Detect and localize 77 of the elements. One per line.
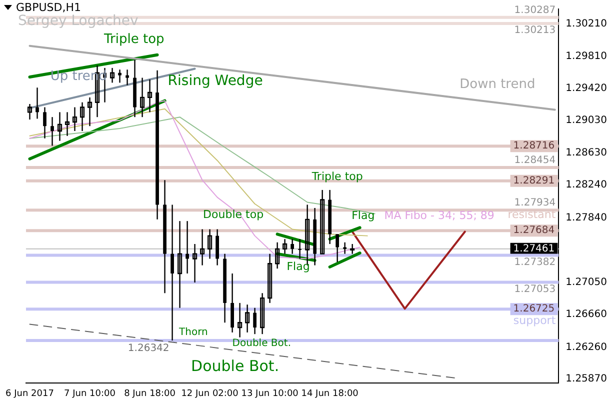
annotation: Down trend [460,77,536,92]
x-tick-label: 7 Jun 10:00 [64,388,116,399]
candlestick [216,228,219,266]
y-tick-label: 1.26260 [566,342,608,353]
candlestick [208,228,212,260]
y-tick-label: 1.28240 [566,180,608,191]
candlestick [50,116,54,146]
ref-line-label: 1.27053 [514,284,556,295]
ref-line-label: 1.27382 [514,256,556,268]
y-tick-label: 1.30210 [566,18,608,30]
y-tick-label: 1.27050 [566,277,608,288]
candlestick [320,189,325,254]
ref-line-label: 1.27934 [514,198,556,209]
ref-line-label: 1.27684 [513,225,555,236]
annotation: support [513,314,556,327]
candlestick [192,243,198,284]
candlestick [27,103,32,120]
candlestick [64,112,70,137]
candlestick [200,228,205,266]
candlestick [72,106,78,132]
annotation: Rising Wedge [168,73,263,89]
candlestick [253,307,256,335]
ref-line-label: 1.28291 [513,175,555,186]
annotation: Triple top [103,32,164,47]
candlestick [147,78,152,113]
y-tick-label: 1.29030 [566,114,608,126]
candlestick [57,112,62,142]
candlestick [282,238,288,254]
candlestick [36,87,39,120]
candlestick [170,204,174,342]
x-tick-label: 8 Jun 18:00 [124,388,176,399]
ref-line-label: 1.28454 [514,155,556,166]
chart-subtitle: Sergey Logachev [18,13,138,29]
y-tick-label: 1.29420 [566,83,608,94]
y-tick-label: 1.25870 [566,374,608,385]
annotation: Flag [286,260,310,273]
candlestick [238,302,242,338]
y-tick-label: 1.26660 [566,309,608,320]
x-tick-label: 13 Jun 10:00 [241,388,299,399]
candlestick [343,242,347,254]
annotation: Double top [203,208,264,221]
candlestick [290,238,294,254]
candlestick [126,68,129,86]
candlestick [43,106,46,139]
candlestick [140,77,145,118]
candlestick [268,253,272,304]
candlestick [80,102,85,132]
x-tick-label: 14 Jun 18:00 [301,388,359,399]
chart-title: GBPUSD,H1 [16,1,81,14]
ref-line-label: 1.30287 [514,5,556,16]
candlestick [336,234,340,263]
candlestick [245,304,250,334]
ref-line-label: 1.30213 [514,25,556,36]
annotation: MA Fibo - 34; 55; 89 [384,209,494,222]
candlestick [178,220,182,308]
annotation: Thorn [178,327,208,338]
ref-line-label: 1.28716 [513,140,555,152]
y-tick-label: 1.29810 [566,51,608,62]
annotation: Flag [352,209,375,222]
annotation: Double Bot. [232,338,292,349]
annotation: Triple top [310,170,363,183]
x-tick-label: 6 Jun 2017 [6,388,54,399]
annotation: Double Bot. [191,357,280,375]
candlestick [275,242,280,270]
candlestick [118,68,122,84]
ref-line-label: 1.27461 [513,243,555,254]
candlestick [260,292,265,335]
y-tick-label: 1.28630 [566,148,608,159]
y-tick-label: 1.27840 [566,212,608,224]
annotation: resistant [508,208,556,221]
candlestick [87,96,92,127]
candlestick [110,67,115,84]
x-tick-label: 12 Jun 02:00 [181,388,239,399]
ref-line-label: 1.26342 [128,343,170,354]
ref-line-label: 1.26725 [513,304,555,315]
candlestick [186,220,189,274]
candlestick [298,238,302,260]
